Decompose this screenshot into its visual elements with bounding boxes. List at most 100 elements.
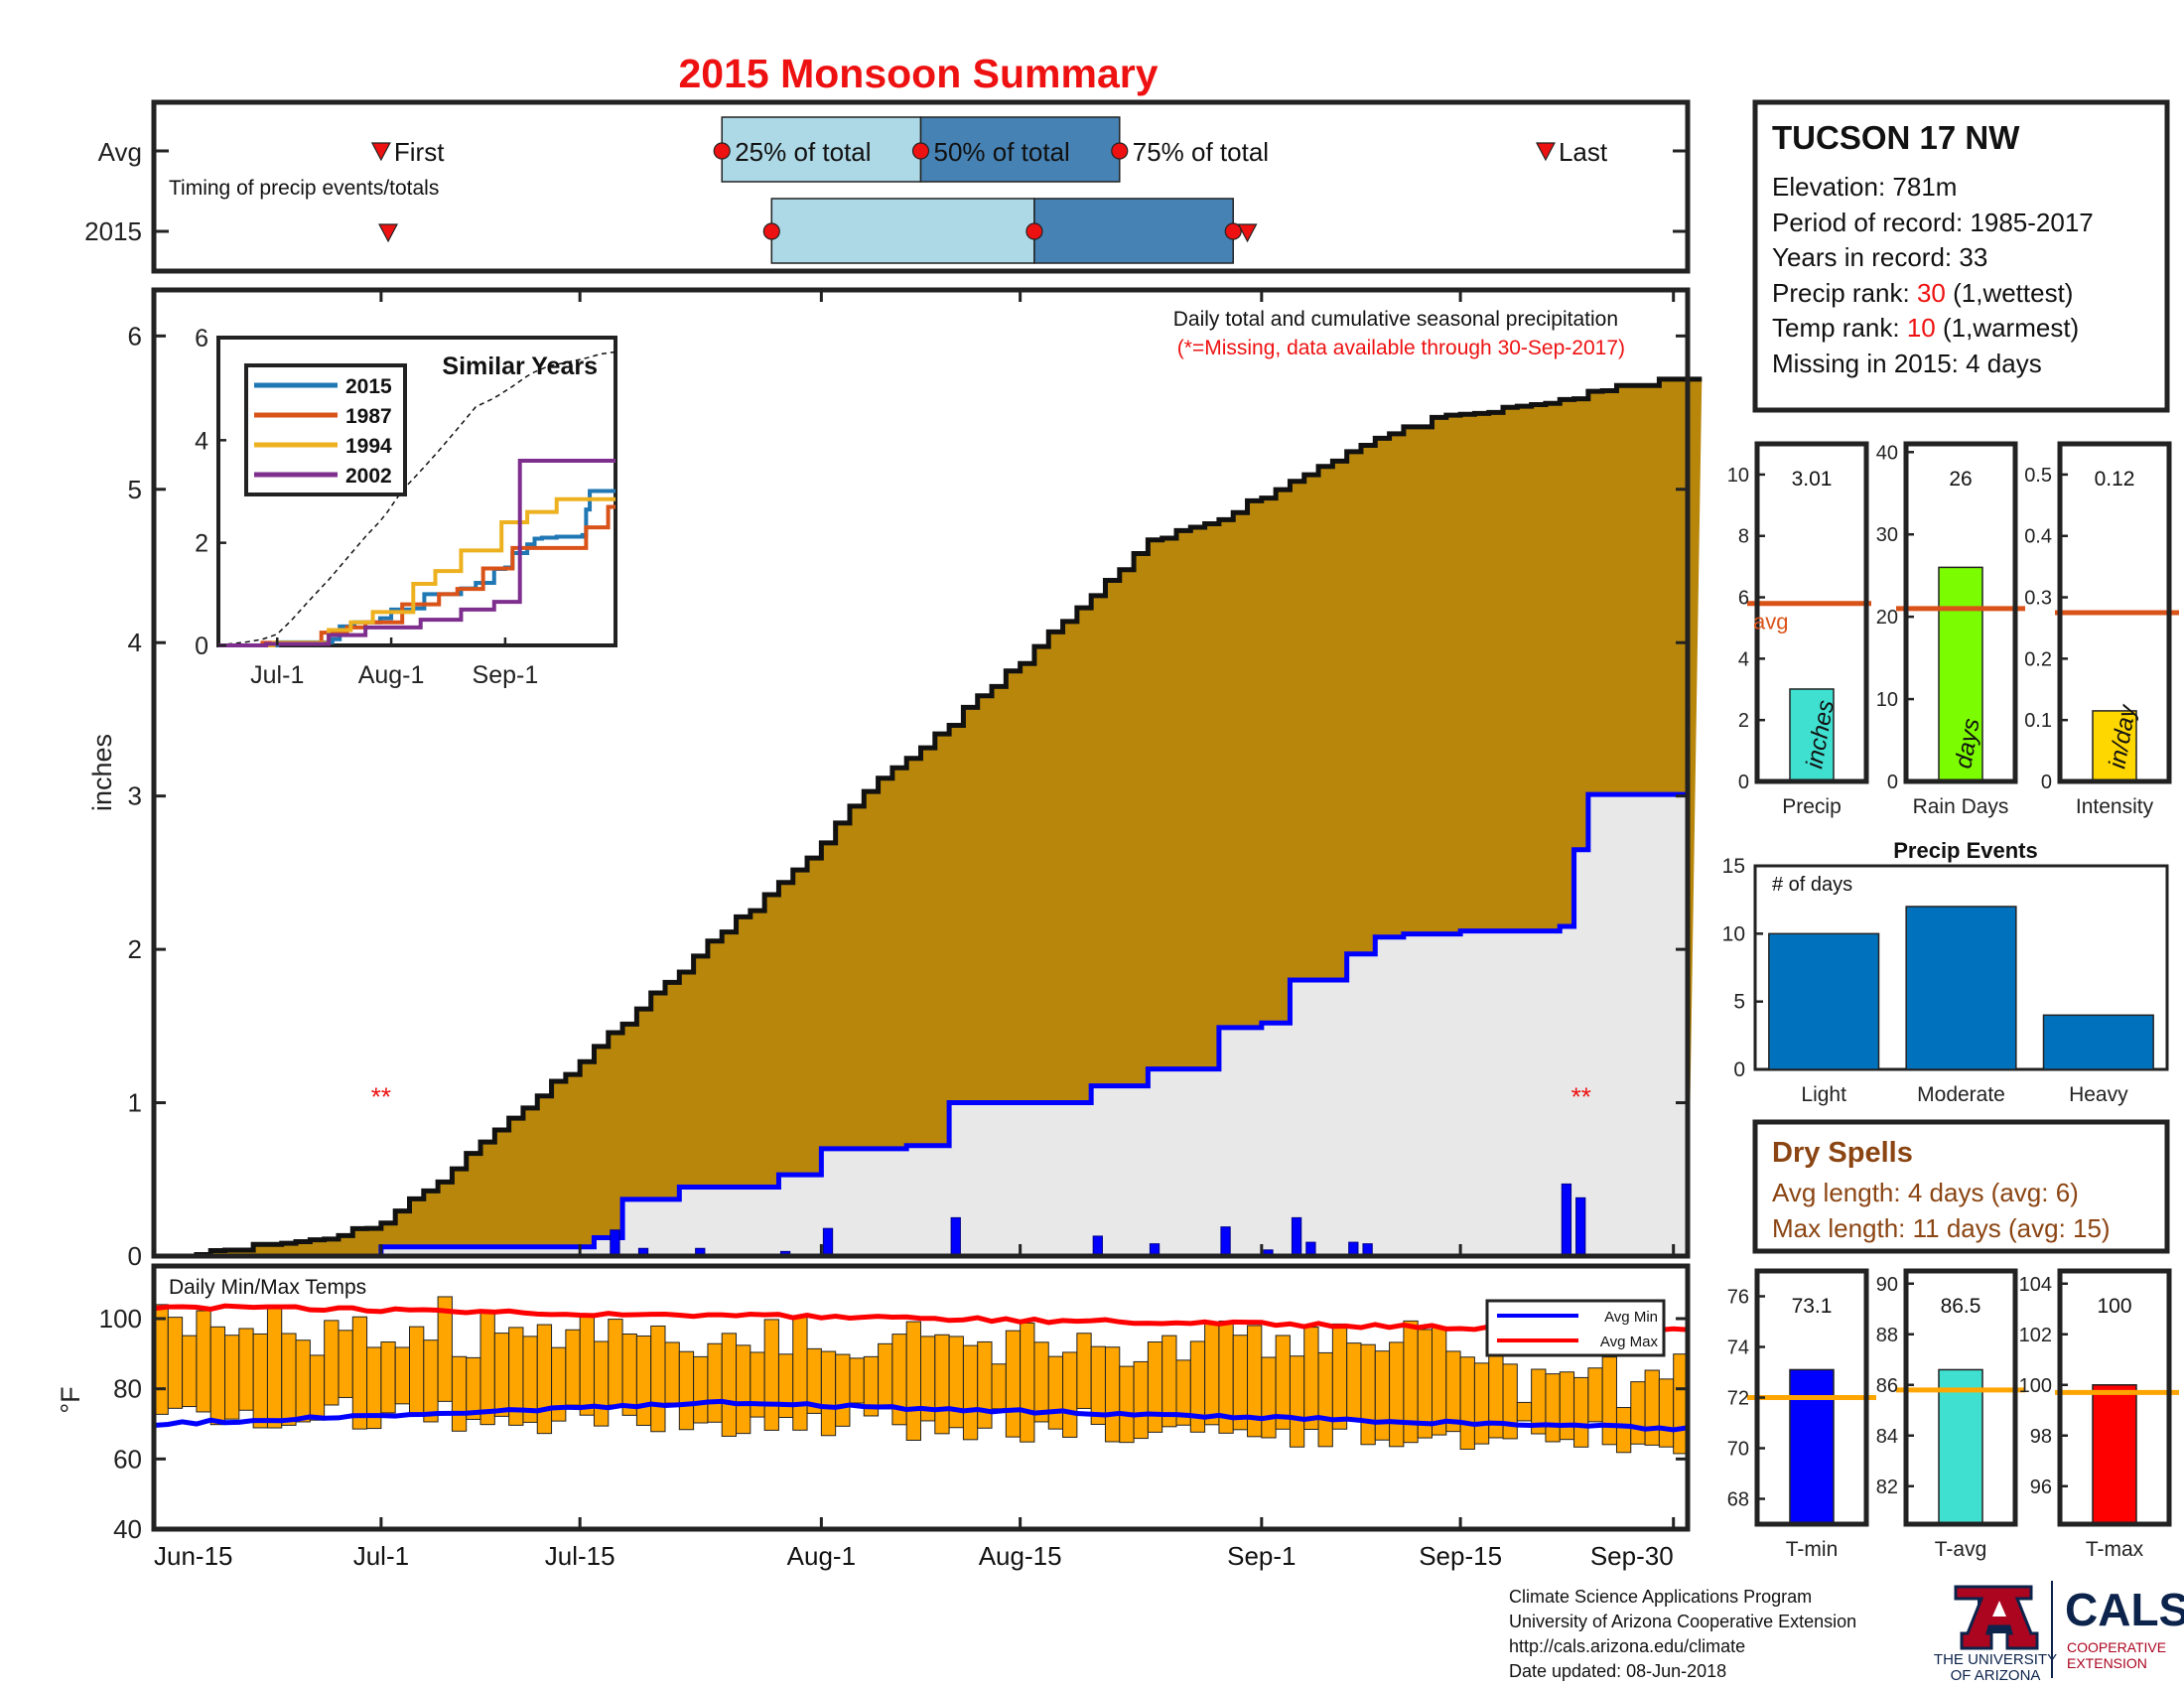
stat-ytick-label: 0 [1738, 772, 1749, 793]
logo-cals-top: COOPERATIVE [2067, 1639, 2166, 1655]
daily-temp-bar [1317, 1351, 1333, 1448]
y2015-last-marker [1237, 223, 1258, 243]
legend-avg-max: Avg Max [1600, 1334, 1659, 1350]
stat-ytick-label: 40 [1876, 442, 1898, 464]
station-missing: Missing in 2015: 4 days [1772, 349, 2042, 378]
date-tick-label: Jun-15 [154, 1541, 233, 1571]
avg-max-line [153, 1303, 1689, 1335]
event-bar [2042, 1014, 2154, 1070]
daily-temp-bar [934, 1334, 950, 1435]
daily-temp-bar [437, 1296, 453, 1402]
inset-ytick-label: 2 [195, 530, 208, 558]
stat-xlabel: T-min [1786, 1538, 1839, 1561]
daily-temp-bar [479, 1312, 495, 1426]
temp-chart: 40 60 80 100 Daily Min/Max Temps °F Avg Min… [56, 1263, 1691, 1544]
temp-ylabel: °F [56, 1386, 85, 1413]
date-tick-label: Sep-30 [1590, 1541, 1674, 1571]
stat-ytick-label: 0 [1887, 772, 1898, 793]
event-category-label: Moderate [1917, 1083, 2005, 1106]
daily-temp-bar [905, 1321, 922, 1441]
daily-temp-bar [324, 1320, 340, 1406]
event-category-label: Light [1801, 1083, 1846, 1106]
temp-frame [151, 1263, 1691, 1532]
legend-avg-min: Avg Min [1604, 1309, 1658, 1326]
timing-panel: Avg 2015 Timing of precip events/totals … [84, 99, 1691, 274]
footer-line-3: http://cals.arizona.edu/climate [1509, 1636, 1745, 1656]
daily-temp-bar [338, 1330, 353, 1398]
daily-temp-bar [1658, 1378, 1675, 1448]
daily-temp-bar [707, 1342, 723, 1423]
daily-temp-bar [1331, 1323, 1348, 1430]
events-ylabel: # of days [1772, 874, 1852, 896]
events-title: Precip Events [1893, 838, 2038, 863]
avg-first-label: First [394, 137, 445, 167]
daily-temp-bar [1587, 1367, 1603, 1423]
daily-precip-bar [822, 1227, 834, 1257]
avg-q50-q75-box [919, 116, 1121, 183]
daily-temp-bar [820, 1350, 837, 1437]
stat-ytick-label: 10 [1727, 465, 1749, 487]
daily-temp-bar [394, 1346, 411, 1405]
daily-temp-bar [621, 1334, 637, 1416]
avg-last-marker [1535, 142, 1556, 162]
daily-temp-bar [409, 1326, 425, 1416]
y2015-q25-q50-box [770, 198, 1035, 264]
daily-temp-bar [451, 1355, 468, 1432]
stat-ytick-label: 82 [1876, 1477, 1898, 1498]
stat-ytick-label: 70 [1727, 1439, 1749, 1461]
avg-q50-label: 50% of total [934, 137, 1070, 167]
daily-temp-bar [252, 1333, 268, 1429]
daily-temp-bar [1601, 1356, 1617, 1446]
daily-temp-bar [224, 1335, 240, 1420]
stat-ytick-label: 8 [1738, 526, 1749, 548]
figure-title: 2015 Monsoon Summary [678, 51, 1158, 96]
event-bar [1768, 932, 1880, 1070]
precip-ylabel: inches [87, 734, 117, 811]
stat-xlabel: Rain Days [1913, 795, 2009, 818]
precip-ytick-label: 6 [128, 321, 142, 351]
daily-temp-bar [962, 1344, 979, 1441]
y2015-cumulative-line [378, 791, 1688, 1256]
stat-bar [1789, 1368, 1835, 1525]
precip-ytick-label: 0 [128, 1241, 142, 1271]
daily-temp-bar [593, 1340, 610, 1427]
station-info: TUCSON 17 NW Elevation: 781m Period of r… [1752, 99, 2170, 413]
inset-xtick-label: Sep-1 [473, 661, 539, 689]
event-ytick-label: 15 [1722, 855, 1745, 878]
station-precip-rank: Precip rank: 30 (1,wettest) [1772, 278, 2073, 308]
y2015-q50-q75-box [1033, 198, 1234, 264]
dry-spells-max: Max length: 11 days (avg: 15) [1772, 1213, 2111, 1243]
precip-ytick-label: 5 [128, 475, 142, 504]
inset-ytick-label: 6 [195, 325, 208, 352]
avg-q50-marker [911, 142, 930, 160]
daily-temp-bar [1516, 1401, 1533, 1422]
date-tick-label: Jul-15 [545, 1541, 615, 1571]
stat-value-label: 3.01 [1792, 468, 1833, 491]
station-name: TUCSON 17 NW [1772, 119, 2020, 156]
precip-events-chart: Precip Events # of days Light Moderate Hea… [1722, 838, 2169, 1106]
inset-xtick-label: Jul-1 [250, 661, 304, 689]
daily-temp-bar [721, 1333, 738, 1437]
daily-temp-bar [1346, 1342, 1362, 1421]
daily-temp-bar [693, 1355, 709, 1424]
avg-q25-marker [713, 142, 731, 160]
precip-frame [151, 287, 1691, 1259]
daily-temp-bar [1104, 1346, 1121, 1443]
daily-temp-bar [777, 1353, 794, 1418]
precip-note: Daily total and cumulative seasonal prec… [1173, 308, 1618, 331]
daily-temp-bar [309, 1354, 326, 1421]
daily-precip-bar [610, 1229, 620, 1257]
footer: Climate Science Applications Program Uni… [1509, 1581, 2184, 1684]
stat-ytick-label: 102 [2019, 1325, 2052, 1346]
daily-precip-bar [1291, 1216, 1302, 1257]
avg-last-label: Last [1559, 137, 1608, 167]
precip-ytick-label: 1 [128, 1088, 142, 1118]
stat-ytick-label: 0 [2041, 772, 2052, 793]
precip-avg-label: avg [1753, 610, 1788, 634]
stat-bar [1938, 566, 1983, 782]
event-ytick-label: 0 [1733, 1058, 1745, 1081]
timing-row-2015: 2015 [84, 216, 142, 246]
stat-xlabel: T-max [2086, 1538, 2144, 1561]
cals-logo: CALS COOPERATIVE EXTENSION [2065, 1584, 2184, 1671]
inset-legend-entries: 2015 1987 1994 2002 [254, 375, 392, 488]
